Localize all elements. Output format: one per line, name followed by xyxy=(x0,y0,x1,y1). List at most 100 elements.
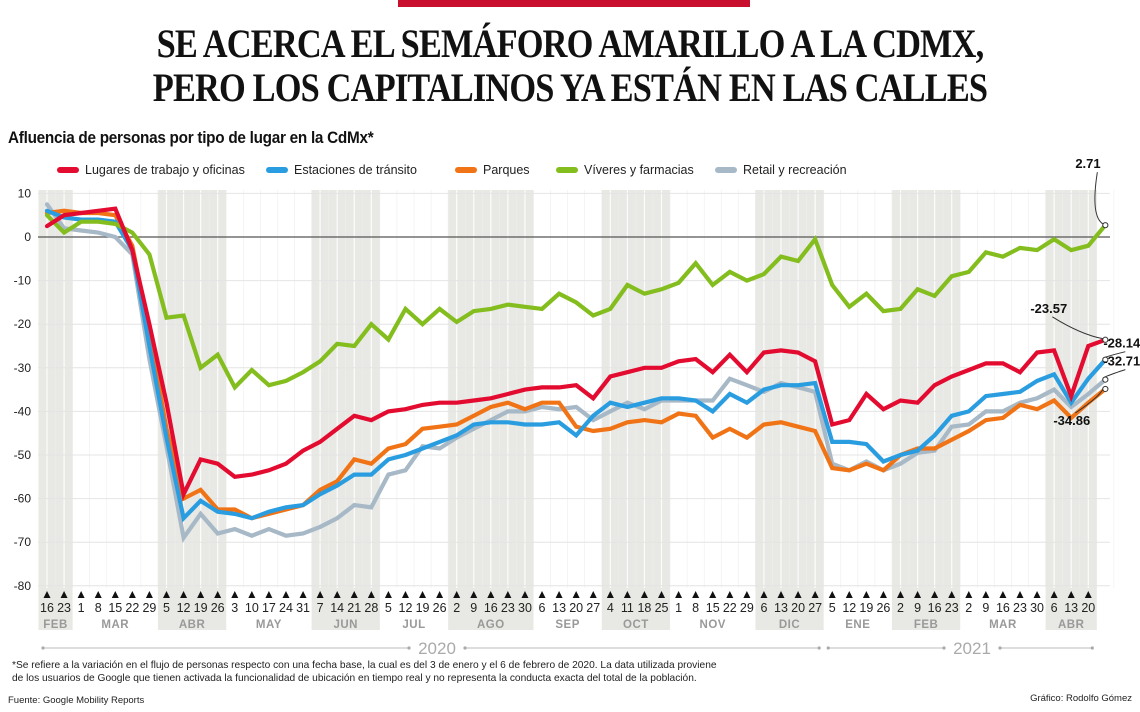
month-label: MAY xyxy=(256,619,282,631)
tick-triangle-icon xyxy=(94,591,102,598)
year-span-dot xyxy=(463,646,467,650)
tick-triangle-icon xyxy=(692,591,700,598)
x-tick-label: 23 xyxy=(501,601,515,615)
series-line-2 xyxy=(44,208,1108,523)
x-tick-label: 19 xyxy=(416,601,430,615)
x-tick-label: 9 xyxy=(982,601,989,615)
legend-swatch-parks xyxy=(455,167,477,173)
legend-swatch-work xyxy=(57,167,79,173)
legend-item-groceries: Víveres y farmacias xyxy=(556,163,694,177)
tick-triangle-icon xyxy=(538,591,546,598)
x-tick-label: 27 xyxy=(808,601,822,615)
tick-triangle-icon xyxy=(811,591,819,598)
year-span-dot xyxy=(942,646,946,650)
x-tick-label: 22 xyxy=(125,601,139,615)
x-tick-label: 5 xyxy=(163,601,170,615)
tick-triangle-icon xyxy=(675,591,683,598)
tick-triangle-icon xyxy=(879,591,887,598)
x-tick-label: 13 xyxy=(1064,601,1078,615)
legend-swatch-retail xyxy=(715,167,737,173)
legend-item-retail: Retail y recreación xyxy=(715,163,847,177)
year-span-dot xyxy=(817,646,821,650)
month-label: DIC xyxy=(779,619,800,631)
tick-triangle-icon xyxy=(367,591,375,598)
x-tick-label: 10 xyxy=(245,601,259,615)
chart-legend: Lugares de trabajo y oficinas Estaciones… xyxy=(0,163,1140,183)
leader-line xyxy=(1094,172,1104,225)
tick-triangle-icon xyxy=(1033,591,1041,598)
x-tick-label: 7 xyxy=(317,601,324,615)
footnote: *Se refiere a la variación en el flujo d… xyxy=(12,659,912,685)
y-tick-label: -50 xyxy=(14,448,32,462)
tick-triangle-icon xyxy=(931,591,939,598)
end-value-label: -23.57 xyxy=(1030,301,1067,316)
x-tick-label: 4 xyxy=(607,601,614,615)
chart-title: Afluencia de personas por tipo de lugar … xyxy=(8,128,374,147)
x-tick-label: 16 xyxy=(996,601,1010,615)
tick-triangle-icon xyxy=(965,591,973,598)
x-tick-label: 19 xyxy=(194,601,208,615)
tick-triangle-icon xyxy=(487,591,495,598)
x-tick-label: 17 xyxy=(262,601,276,615)
year-span-dot xyxy=(1090,646,1094,650)
tick-triangle-icon xyxy=(299,591,307,598)
x-tick-label: 2 xyxy=(965,601,972,615)
tick-triangle-icon xyxy=(897,591,904,598)
month-label: FEB xyxy=(914,619,939,631)
end-value-label: -34.86 xyxy=(1053,413,1090,428)
month-label: JUL xyxy=(402,619,425,631)
tick-triangle-icon xyxy=(572,591,580,598)
tick-triangle-icon xyxy=(999,591,1007,598)
x-tick-label: 20 xyxy=(791,601,805,615)
tick-triangle-icon xyxy=(453,591,461,598)
x-tick-label: 15 xyxy=(706,601,720,615)
tick-triangle-icon xyxy=(982,591,990,598)
end-value-label: 2.71 xyxy=(1075,156,1100,171)
x-tick-markers xyxy=(43,591,1092,598)
end-point-marker xyxy=(1102,222,1109,229)
month-label: OCT xyxy=(623,619,649,631)
end-point-marker xyxy=(1102,336,1109,343)
tick-triangle-icon xyxy=(419,591,427,598)
grid-lines xyxy=(38,190,1115,588)
tick-triangle-icon xyxy=(231,591,239,598)
series-line-5 xyxy=(44,202,1108,544)
y-tick-label: 0 xyxy=(24,230,31,244)
y-tick-label: -40 xyxy=(14,404,32,418)
x-tick-label: 29 xyxy=(740,601,754,615)
headline-line-2: PERO LOS CAPITALINOS YA ESTÁN EN LAS CAL… xyxy=(152,65,988,110)
tick-triangle-icon xyxy=(470,591,478,598)
x-tick-label: 23 xyxy=(57,601,71,615)
tick-triangle-icon xyxy=(743,591,751,598)
year-span-dot xyxy=(826,646,830,650)
tick-triangle-icon xyxy=(914,591,922,598)
x-tick-label: 26 xyxy=(211,601,225,615)
tick-triangle-icon xyxy=(350,591,358,598)
month-label: AGO xyxy=(477,619,505,631)
tick-triangle-icon xyxy=(436,591,444,598)
x-tick-label: 30 xyxy=(518,601,532,615)
x-tick-label: 18 xyxy=(637,601,651,615)
tick-triangle-icon xyxy=(128,591,136,598)
month-label: ENE xyxy=(845,619,870,631)
tick-triangle-icon xyxy=(948,591,956,598)
y-tick-label: -70 xyxy=(14,535,32,549)
x-tick-label: 31 xyxy=(296,601,310,615)
legend-label-work: Lugares de trabajo y oficinas xyxy=(85,163,245,177)
x-tick-label: 26 xyxy=(433,601,447,615)
end-value-label: -32.71 xyxy=(1103,354,1140,369)
legend-swatch-transit xyxy=(266,167,288,173)
legend-swatch-groceries xyxy=(556,167,578,173)
x-tick-label: 30 xyxy=(1030,601,1044,615)
x-tick-label: 6 xyxy=(1051,601,1058,615)
end-value-label: -28.14 xyxy=(1103,336,1140,351)
month-label: FEB xyxy=(43,619,68,631)
month-label: MAR xyxy=(101,619,129,631)
x-tick-label: 6 xyxy=(539,601,546,615)
x-tick-label: 12 xyxy=(399,601,413,615)
x-tick-label: 27 xyxy=(586,601,600,615)
tick-triangle-icon xyxy=(606,591,614,598)
x-tick-label: 13 xyxy=(774,601,788,615)
year-labels: 2020 2021 xyxy=(41,639,1094,658)
x-tick-label: 20 xyxy=(569,601,583,615)
